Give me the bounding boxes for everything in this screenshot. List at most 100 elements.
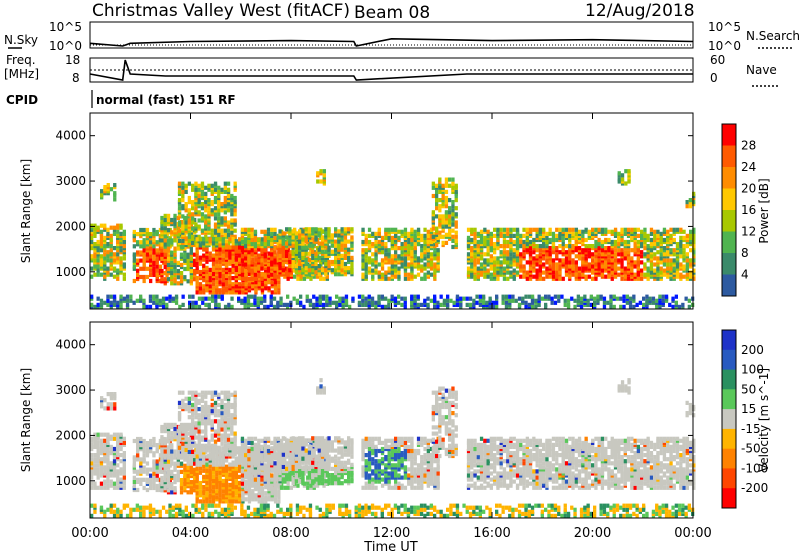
heatmap-cell (558, 231, 562, 236)
heatmap-cell (387, 298, 391, 303)
heatmap-cell (260, 248, 264, 253)
heatmap-cell (204, 185, 208, 190)
heatmap-cell (112, 274, 117, 279)
heatmap-cell (390, 242, 394, 247)
heatmap-cell (624, 169, 628, 174)
heatmap-cell (483, 242, 487, 247)
heatmap-cell (96, 264, 100, 269)
heatmap-cell (298, 245, 302, 250)
heatmap-cell (581, 248, 585, 253)
heatmap-cell (574, 242, 578, 247)
heatmap-cell (205, 259, 209, 264)
heatmap-cell (119, 438, 123, 443)
heatmap-cell (173, 246, 177, 251)
heatmap-cell (390, 235, 394, 240)
heatmap-cell (416, 302, 420, 307)
heatmap-cell (200, 206, 205, 211)
heatmap-cell (473, 260, 477, 265)
heatmap-cell (439, 302, 443, 307)
heatmap-cell (155, 240, 159, 245)
heatmap-cell (183, 252, 187, 257)
heatmap-cell (493, 227, 497, 232)
heatmap-cell (628, 300, 633, 305)
heatmap-cell (187, 222, 191, 227)
heatmap-cell (643, 262, 647, 267)
heatmap-cell (473, 227, 477, 232)
heatmap-cell (181, 238, 185, 243)
heatmap-cell (263, 242, 267, 247)
heatmap-cell (93, 467, 97, 472)
heatmap-cell (145, 467, 150, 472)
heatmap-cell (220, 222, 224, 227)
heatmap-cell (191, 294, 195, 299)
heatmap-cell (535, 248, 539, 253)
heatmap-cell (640, 272, 644, 277)
heatmap-cell (548, 227, 552, 232)
heatmap-cell (136, 268, 140, 273)
heatmap-cell (617, 242, 621, 247)
heatmap-cell (377, 294, 381, 299)
heatmap-cell (247, 242, 251, 247)
heatmap-cell (371, 242, 375, 247)
heatmap-cell (96, 302, 100, 307)
heatmap-cell (692, 227, 696, 232)
heatmap-cell (233, 222, 237, 227)
heatmap-cell (112, 258, 117, 263)
heatmap-cell (499, 244, 503, 249)
heatmap-cell (496, 227, 500, 232)
heatmap-cell (152, 260, 156, 265)
heatmap-cell (170, 490, 174, 495)
heatmap-cell (179, 252, 184, 257)
heatmap-cell (250, 302, 254, 307)
heatmap-cell (380, 304, 384, 309)
heatmap-cell (200, 228, 205, 233)
heatmap-cell (374, 300, 378, 305)
heatmap-cell (371, 268, 375, 273)
heatmap-cell (314, 270, 318, 275)
heatmap-cell (170, 455, 174, 460)
heatmap-cell (136, 240, 140, 245)
heatmap-cell (112, 302, 117, 307)
heatmap-cell (142, 469, 146, 474)
heatmap-cell (584, 274, 588, 279)
heatmap-cell (659, 248, 663, 253)
heatmap-cell (656, 233, 660, 238)
heatmap-cell (400, 250, 404, 255)
heatmap-cell (454, 220, 458, 225)
heatmap-cell (486, 268, 490, 273)
heatmap-cell (103, 187, 107, 192)
heatmap-cell (233, 195, 237, 201)
heatmap-cell (561, 227, 565, 232)
heatmap-cell (658, 294, 662, 299)
heatmap-cell (423, 239, 427, 245)
heatmap-cell (152, 451, 156, 456)
heatmap-cell (205, 269, 209, 275)
heatmap-cell (509, 260, 513, 265)
heatmap-cell (176, 226, 180, 231)
heatmap-cell (361, 248, 365, 253)
heatmap-cell (227, 302, 231, 307)
heatmap-cell (571, 244, 575, 249)
heatmap-cell (96, 471, 100, 476)
heatmap-cell (119, 256, 123, 261)
heatmap-cell (194, 234, 198, 239)
heatmap-cell (687, 298, 691, 303)
heatmap-cell (338, 302, 342, 307)
heatmap-cell (451, 238, 455, 243)
heatmap-cell (272, 304, 277, 309)
heatmap-cell (250, 270, 254, 275)
heatmap-cell (380, 250, 385, 255)
heatmap-cell (240, 276, 245, 281)
heatmap-cell (278, 249, 282, 254)
heatmap-cell (502, 250, 507, 255)
heatmap-cell (659, 252, 663, 257)
heatmap-cell (633, 227, 637, 232)
heatmap-cell (478, 302, 482, 307)
heatmap-cell (250, 294, 254, 299)
heatmap-cell (489, 231, 493, 236)
heatmap-cell (170, 238, 174, 243)
heatmap-cell (532, 260, 536, 265)
heatmap-cell (207, 198, 211, 203)
heatmap-cell (472, 298, 476, 303)
heatmap-cell (149, 236, 153, 241)
